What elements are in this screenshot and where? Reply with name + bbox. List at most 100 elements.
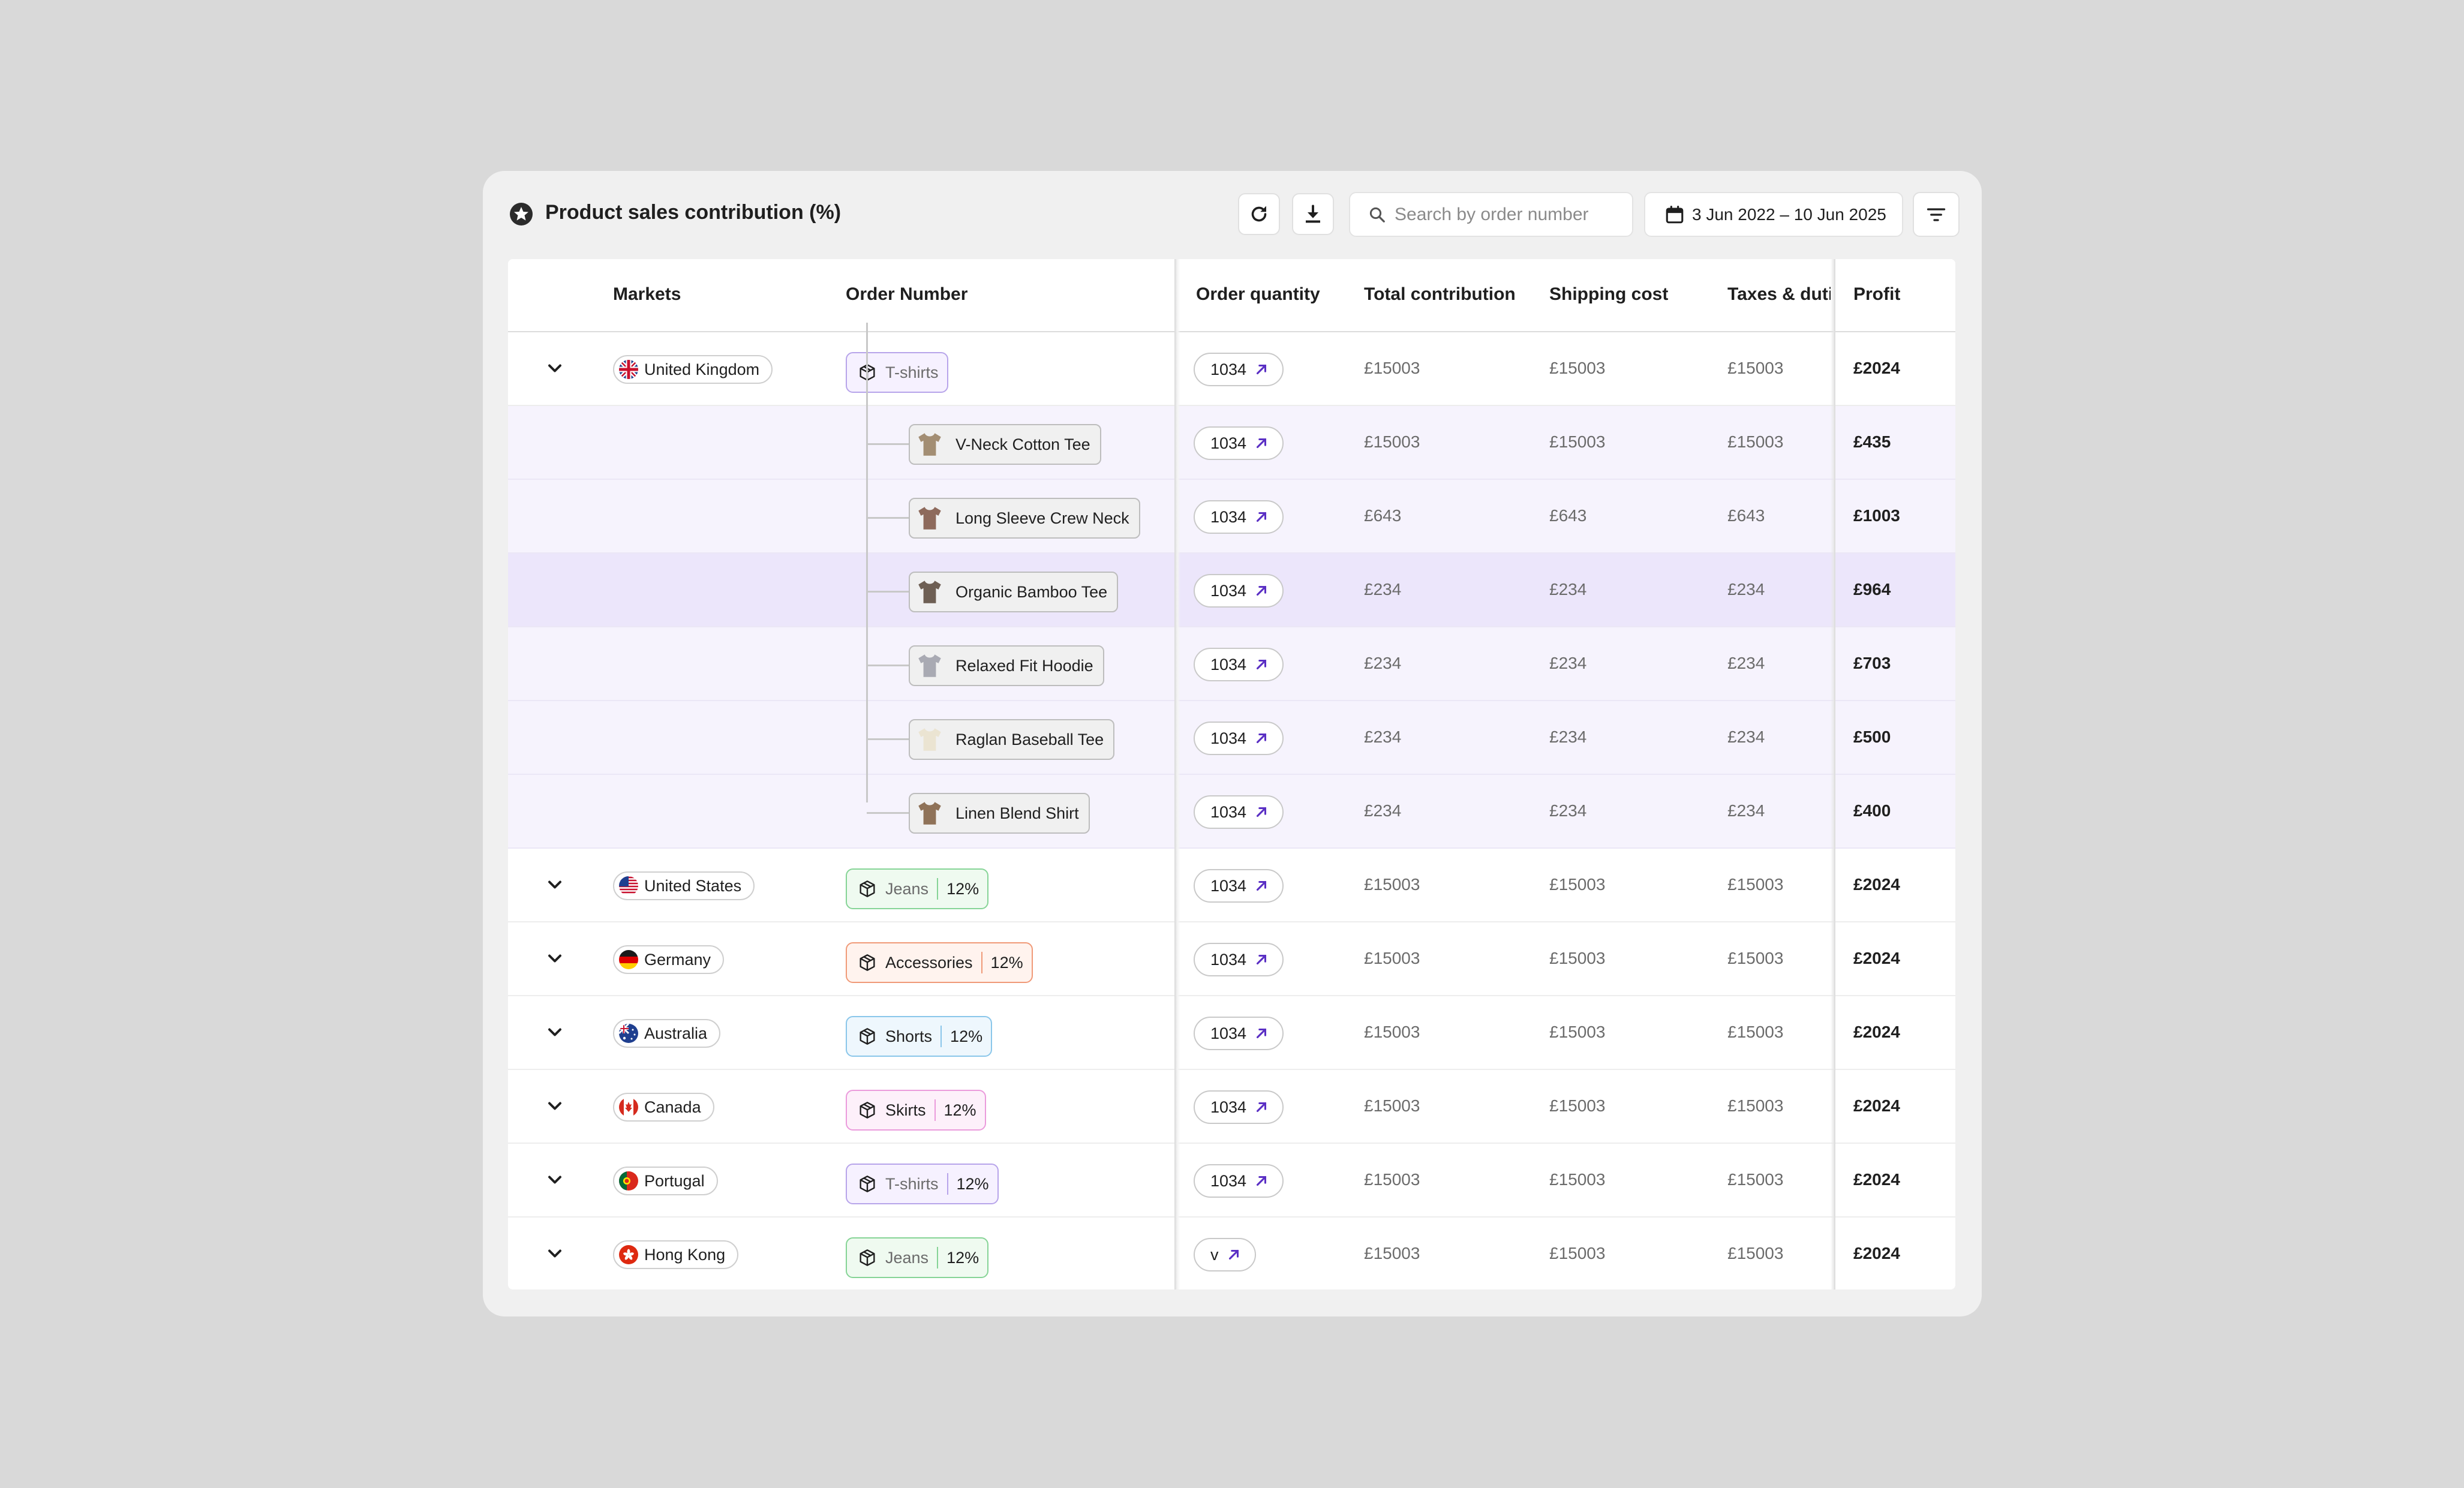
quantity-value: 1034 <box>1210 729 1247 747</box>
quantity-chip[interactable]: v <box>1194 1238 1256 1271</box>
quantity-value: 1034 <box>1210 507 1247 526</box>
table-header: Markets Order Number Order quantity Tota… <box>508 259 1955 332</box>
profit: £2024 <box>1853 1244 1900 1262</box>
sub-row[interactable]: Linen Blend Shirt 1034 £234 £234 £234 £4… <box>508 775 1955 849</box>
filter-button[interactable] <box>1913 192 1960 237</box>
col-shipping-cost[interactable]: Shipping cost <box>1549 284 1669 304</box>
category-percent: 12% <box>946 879 979 898</box>
product-name: Linen Blend Shirt <box>955 804 1079 822</box>
product-chip[interactable]: Raglan Baseball Tee <box>909 719 1115 760</box>
market-chip: Canada <box>613 1093 714 1122</box>
table-row[interactable]: United Kingdom T-shirts 1034 £15003 £150… <box>508 332 1955 406</box>
col-markets[interactable]: Markets <box>613 284 681 304</box>
category-chip[interactable]: Jeans 12% <box>846 868 989 909</box>
quantity-chip[interactable]: 1034 <box>1194 426 1284 460</box>
category-chip[interactable]: Jeans 12% <box>846 1237 989 1278</box>
quantity-chip[interactable]: 1034 <box>1194 869 1284 903</box>
taxes-duties: £15003 <box>1727 359 1784 377</box>
table-row[interactable]: Portugal T-shirts 12% 1034 £15003 £15003… <box>508 1144 1955 1218</box>
category-chip[interactable]: T-shirts <box>846 352 948 393</box>
quantity-chip[interactable]: 1034 <box>1194 1090 1284 1124</box>
shipping-cost: £15003 <box>1549 1244 1606 1262</box>
quantity-chip[interactable]: 1034 <box>1194 1164 1284 1198</box>
chevron-down-icon[interactable] <box>544 874 566 895</box>
chevron-down-icon[interactable] <box>544 1169 566 1191</box>
total-contribution: £15003 <box>1364 1096 1420 1115</box>
category-name: Skirts <box>885 1101 926 1119</box>
market-chip: Germany <box>613 945 725 974</box>
quantity-chip[interactable]: 1034 <box>1194 795 1284 829</box>
sub-row[interactable]: Long Sleeve Crew Neck 1034 £643 £643 £64… <box>508 480 1955 554</box>
profit: £2024 <box>1853 949 1900 967</box>
quantity-chip[interactable]: 1034 <box>1194 722 1284 755</box>
table-row[interactable]: Australia Shorts 12% 1034 £15003 £15003 … <box>508 996 1955 1070</box>
quantity-chip[interactable]: 1034 <box>1194 943 1284 976</box>
us-flag-icon <box>619 876 638 895</box>
col-profit[interactable]: Profit <box>1853 284 1901 304</box>
chevron-down-icon[interactable] <box>544 1095 566 1117</box>
search-icon <box>1369 207 1385 223</box>
col-total-contribution[interactable]: Total contribution <box>1364 284 1516 304</box>
profit: £2024 <box>1853 1170 1900 1189</box>
market-chip: Portugal <box>613 1167 718 1195</box>
refresh-icon <box>1251 206 1267 222</box>
category-chip[interactable]: T-shirts 12% <box>846 1164 999 1204</box>
page-title: Product sales contribution (%) <box>545 201 842 224</box>
chevron-down-icon[interactable] <box>544 1243 566 1264</box>
col-order-quantity[interactable]: Order quantity <box>1196 284 1320 304</box>
download-button[interactable] <box>1292 193 1334 235</box>
category-name: Jeans <box>885 1248 929 1267</box>
category-percent: 12% <box>950 1027 983 1045</box>
quantity-chip[interactable]: 1034 <box>1194 500 1284 534</box>
table-row[interactable]: United States Jeans 12% 1034 £15003 £150… <box>508 849 1955 922</box>
box-icon <box>860 880 875 897</box>
category-chip[interactable]: Shorts 12% <box>846 1016 993 1057</box>
total-contribution: £15003 <box>1364 875 1420 894</box>
sub-row[interactable]: Raglan Baseball Tee 1034 £234 £234 £234 … <box>508 701 1955 775</box>
tshirt-icon <box>918 507 941 530</box>
product-chip[interactable]: V-Neck Cotton Tee <box>909 424 1101 465</box>
refresh-button[interactable] <box>1238 193 1280 235</box>
column-shadow-right <box>1831 259 1835 1289</box>
sub-row-highlighted[interactable]: Organic Bamboo Tee 1034 £234 £234 £234 £… <box>508 554 1955 627</box>
tree-branch <box>867 591 909 593</box>
table-row[interactable]: Hong Kong Jeans 12% v £15003 £15003 £150… <box>508 1218 1955 1289</box>
col-order-number[interactable]: Order Number <box>846 284 968 304</box>
quantity-chip[interactable]: 1034 <box>1194 1017 1284 1050</box>
chip-divider <box>946 1173 948 1195</box>
product-name: Long Sleeve Crew Neck <box>955 509 1129 527</box>
category-chip[interactable]: Accessories 12% <box>846 942 1033 983</box>
sub-row[interactable]: Relaxed Fit Hoodie 1034 £234 £234 £234 £… <box>508 627 1955 701</box>
market-name: United States <box>644 876 742 895</box>
quantity-chip[interactable]: 1034 <box>1194 353 1284 386</box>
ca-flag-icon <box>619 1098 638 1117</box>
sub-row[interactable]: V-Neck Cotton Tee 1034 £15003 £15003 £15… <box>508 406 1955 480</box>
table-row[interactable]: Germany Accessories 12% 1034 £15003 £150… <box>508 922 1955 996</box>
quantity-chip[interactable]: 1034 <box>1194 648 1284 681</box>
category-chip[interactable]: Skirts 12% <box>846 1090 986 1131</box>
taxes-duties: £15003 <box>1727 1170 1784 1189</box>
category-name: Accessories <box>885 953 973 972</box>
shipping-cost: £15003 <box>1549 1096 1606 1115</box>
product-chip[interactable]: Relaxed Fit Hoodie <box>909 645 1104 686</box>
chip-divider <box>937 878 939 900</box>
col-taxes-duties[interactable]: Taxes & duties <box>1727 284 1831 304</box>
table-row[interactable]: Canada Skirts 12% 1034 £15003 £15003 £15… <box>508 1070 1955 1144</box>
arrow-up-right-icon <box>1257 438 1267 449</box>
product-chip[interactable]: Linen Blend Shirt <box>909 793 1090 834</box>
search-input[interactable]: Search by order number <box>1349 192 1633 237</box>
arrow-up-right-icon <box>1257 659 1267 670</box>
quantity-value: 1034 <box>1210 581 1247 600</box>
chevron-down-icon[interactable] <box>544 948 566 969</box>
taxes-duties: £234 <box>1727 654 1765 672</box>
taxes-duties: £234 <box>1727 801 1765 820</box>
market-name: Australia <box>644 1024 708 1042</box>
date-range-picker[interactable]: 3 Jun 2022 – 10 Jun 2025 <box>1644 192 1903 237</box>
taxes-duties: £643 <box>1727 506 1765 525</box>
product-chip[interactable]: Organic Bamboo Tee <box>909 572 1119 612</box>
product-chip[interactable]: Long Sleeve Crew Neck <box>909 498 1140 539</box>
quantity-chip[interactable]: 1034 <box>1194 574 1284 608</box>
chevron-down-icon[interactable] <box>544 357 566 379</box>
category-name: Jeans <box>885 879 929 898</box>
chevron-down-icon[interactable] <box>544 1021 566 1043</box>
